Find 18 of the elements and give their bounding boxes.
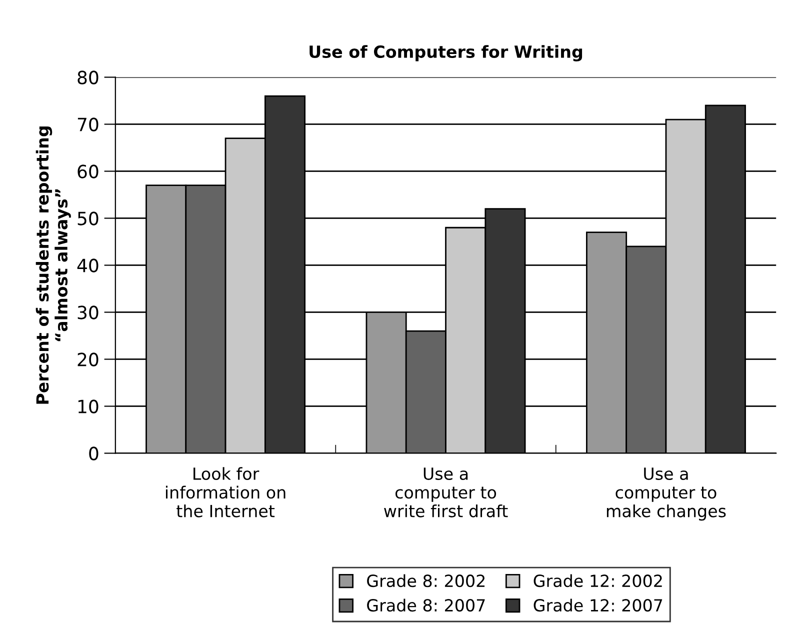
legend-label: Grade 12: 2007 [534,598,662,612]
y-tick-label: 10 [78,400,98,414]
y-tick-label: 20 [78,352,98,366]
y-tick-label: 50 [78,212,98,226]
x-tick-label: Use a computer to write first draft [384,468,508,518]
y-tick-label: 30 [78,306,98,320]
y-tick-label: 60 [78,164,98,178]
y-tick-label: 40 [77,258,98,272]
chart-title: Use of Computers for Writing [310,45,582,62]
y-tick-label: 0 [89,446,98,460]
legend-label: Grade 12: 2002 [534,574,662,588]
x-tick-label: Look for information on the Internet [166,467,286,518]
y-tick-label: 70 [78,118,98,132]
legend-label: Grade 8: 2002 [367,574,485,588]
legend-label: Grade 8: 2007 [367,598,485,612]
x-tick-label: Use a computer to make changes [606,468,726,521]
y-tick-label: 80 [78,70,98,84]
y-axis-title: Percent of students reporting “almost always” [36,126,71,404]
